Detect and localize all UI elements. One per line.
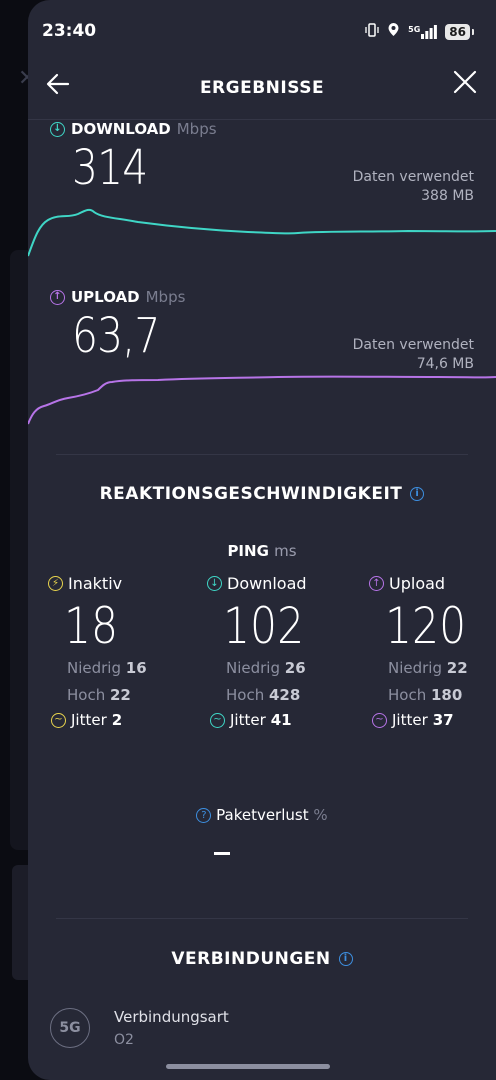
upload-unit: Mbps <box>145 288 186 306</box>
responsiveness-title-text: REAKTIONSGESCHWINDIGKEIT <box>99 484 403 504</box>
network-type: 5G <box>408 24 421 34</box>
ping-column-idle: ⚡ Inaktiv 18 Niedrig 16 Hoch 22 ~ Jitter… <box>48 574 188 729</box>
background-app-strip: ✕ <box>0 0 36 1080</box>
connection-type-value: O2 <box>114 1032 134 1048</box>
download-used-value: 388 MB <box>421 188 474 204</box>
upload-arrow-icon: ↑ <box>50 289 65 305</box>
high-label: Hoch <box>388 686 427 704</box>
download-label: DOWNLOAD <box>71 120 171 138</box>
upload-label-row: ↑ UPLOAD Mbps <box>50 288 185 306</box>
status-bar: 23:40 5G 86 <box>28 0 496 60</box>
ping-download-label: Download <box>227 574 307 593</box>
download-speed-graph <box>28 208 496 257</box>
jitter-value: 41 <box>270 711 292 729</box>
jitter-wave-icon: ~ <box>372 712 387 728</box>
packet-loss: ? Paketverlust % <box>28 806 496 824</box>
help-icon[interactable]: ? <box>196 808 212 823</box>
high-value: 428 <box>269 686 301 704</box>
ping-download-value: 102 <box>223 597 305 655</box>
header-divider <box>28 119 496 120</box>
packet-loss-value <box>214 852 230 855</box>
download-data-used: Daten verwendet 388 MB <box>353 168 474 206</box>
low-value: 22 <box>446 659 468 677</box>
high-value: 22 <box>110 686 131 704</box>
ping-download-low: Niedrig 26 <box>226 655 347 682</box>
ping-idle-low: Niedrig 16 <box>67 655 188 682</box>
background-panel <box>10 250 28 850</box>
low-value: 16 <box>125 659 147 677</box>
ping-upload-label: Upload <box>389 574 446 593</box>
ping-idle-value: 18 <box>64 597 119 655</box>
ping-label: PING <box>227 542 269 560</box>
upload-arrow-icon: ↑ <box>369 576 384 591</box>
idle-bolt-icon: ⚡ <box>48 576 63 591</box>
low-label: Niedrig <box>388 659 442 677</box>
info-icon[interactable]: i <box>410 487 425 501</box>
packet-loss-label: Paketverlust <box>216 806 309 824</box>
5g-network-icon: 5G <box>50 1008 90 1048</box>
jitter-label: Jitter <box>392 711 428 729</box>
high-label: Hoch <box>67 686 106 704</box>
signal-icon: 5G <box>408 24 438 39</box>
upload-used-label: Daten verwendet <box>352 337 474 353</box>
jitter-label: Jitter <box>230 711 266 729</box>
low-label: Niedrig <box>226 659 280 677</box>
ping-header: PING ms <box>28 542 496 560</box>
page-title: ERGEBNISSE <box>199 78 325 98</box>
ping-upload-jitter: ~ Jitter 37 <box>372 711 496 729</box>
ping-upload-high: Hoch 180 <box>388 682 496 709</box>
upload-used-value: 74,6 MB <box>416 356 474 372</box>
results-sheet: 23:40 5G 86 ERGEBNISSE ↓ DOWNLOAD Mbp <box>28 0 496 1080</box>
ping-idle-jitter: ~ Jitter 2 <box>51 711 188 729</box>
download-unit: Mbps <box>176 120 217 138</box>
ping-download-high: Hoch 428 <box>226 682 347 709</box>
download-value: 314 <box>72 140 148 196</box>
ping-upload-low: Niedrig 22 <box>388 655 496 682</box>
low-label: Niedrig <box>67 659 121 677</box>
connections-title: VERBINDUNGEN i <box>28 949 496 969</box>
connections-title-text: VERBINDUNGEN <box>171 949 331 969</box>
high-label: Hoch <box>226 686 265 704</box>
connection-type-label: Verbindungsart <box>114 1008 229 1026</box>
background-panel <box>12 865 28 980</box>
vibrate-icon <box>365 22 379 41</box>
responsiveness-title: REAKTIONSGESCHWINDIGKEIT i <box>28 484 496 504</box>
status-time: 23:40 <box>42 21 97 41</box>
section-divider <box>56 454 468 455</box>
jitter-value: 37 <box>432 711 454 729</box>
jitter-value: 2 <box>111 711 123 729</box>
battery-icon: 86 <box>445 23 474 40</box>
ping-column-download: ↓ Download 102 Niedrig 26 Hoch 428 ~ Jit… <box>207 574 347 729</box>
section-divider <box>56 918 468 919</box>
location-icon <box>387 22 400 41</box>
low-value: 26 <box>284 659 306 677</box>
ping-idle-high: Hoch 22 <box>67 682 188 709</box>
download-used-label: Daten verwendet <box>352 169 474 185</box>
download-label-row: ↓ DOWNLOAD Mbps <box>50 120 217 138</box>
ping-upload-value: 120 <box>385 597 467 655</box>
home-indicator[interactable] <box>166 1064 330 1069</box>
ping-unit: ms <box>274 542 297 560</box>
jitter-wave-icon: ~ <box>210 712 225 728</box>
high-value: 180 <box>431 686 463 704</box>
upload-value: 63,7 <box>72 308 160 364</box>
jitter-wave-icon: ~ <box>51 712 66 728</box>
close-icon[interactable] <box>452 68 478 103</box>
back-arrow-icon[interactable] <box>44 70 72 105</box>
upload-label: UPLOAD <box>71 288 140 306</box>
ping-idle-label: Inaktiv <box>68 574 123 593</box>
status-icons: 5G 86 <box>365 22 474 41</box>
packet-loss-unit: % <box>313 806 328 824</box>
info-icon[interactable]: i <box>338 952 353 966</box>
header: ERGEBNISSE <box>28 60 496 118</box>
ping-column-upload: ↑ Upload 120 Niedrig 22 Hoch 180 ~ Jitte… <box>369 574 496 729</box>
upload-speed-graph <box>28 375 496 425</box>
jitter-label: Jitter <box>71 711 107 729</box>
upload-data-used: Daten verwendet 74,6 MB <box>353 336 474 374</box>
download-arrow-icon: ↓ <box>50 121 65 137</box>
download-arrow-icon: ↓ <box>207 576 222 591</box>
ping-download-jitter: ~ Jitter 41 <box>210 711 347 729</box>
